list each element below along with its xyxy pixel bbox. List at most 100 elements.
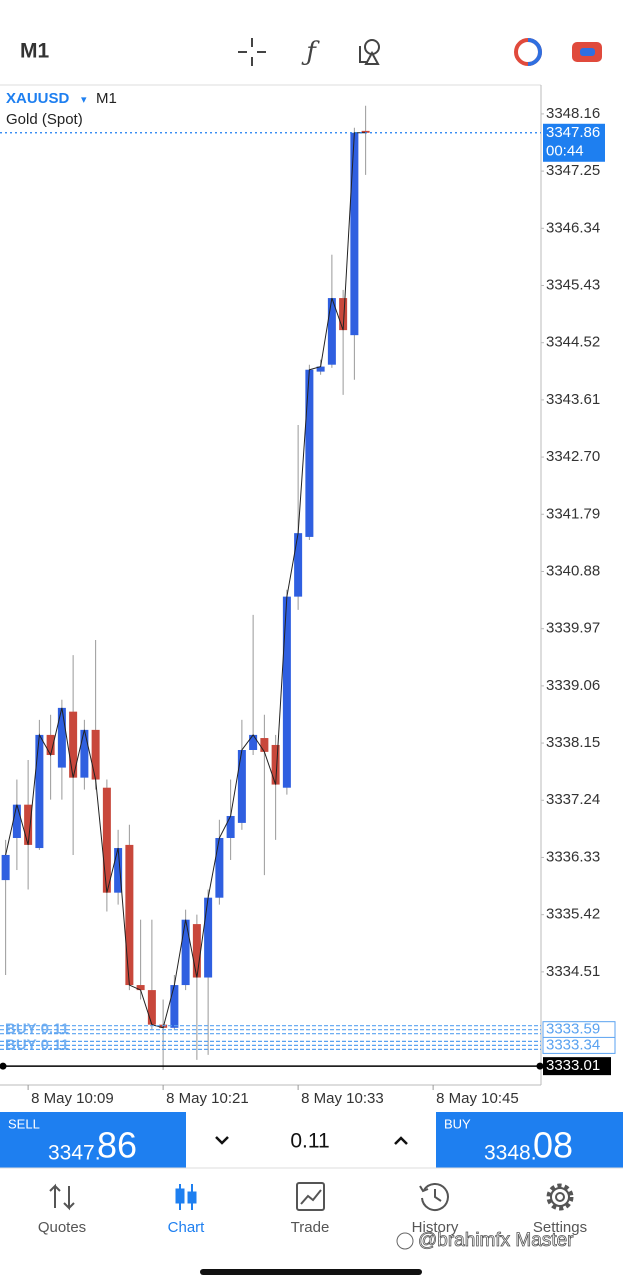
candle-body bbox=[350, 132, 359, 336]
history-icon[interactable] bbox=[419, 1183, 449, 1211]
candle-body bbox=[69, 711, 78, 778]
candle-body bbox=[271, 744, 280, 785]
candle-body bbox=[204, 897, 213, 978]
candle-body bbox=[91, 729, 100, 780]
candle-body bbox=[125, 844, 134, 986]
bid-price: 3347.86 bbox=[546, 124, 600, 141]
candle-body bbox=[192, 924, 201, 978]
candle-body bbox=[237, 749, 246, 823]
sell-button[interactable] bbox=[0, 1112, 186, 1168]
y-tick-label: 3335.42 bbox=[546, 906, 600, 923]
candle-body bbox=[147, 990, 156, 1025]
watermark: @brahimfx Master bbox=[418, 1230, 574, 1251]
y-tick-label: 3339.97 bbox=[546, 620, 600, 637]
y-tick-label: 3346.34 bbox=[546, 219, 600, 236]
tab-label[interactable]: Trade bbox=[291, 1219, 330, 1236]
y-tick-label: 3344.52 bbox=[546, 334, 600, 351]
settings-icon[interactable] bbox=[546, 1183, 574, 1211]
y-tick-label: 3339.06 bbox=[546, 677, 600, 694]
volume-up[interactable] bbox=[394, 1136, 408, 1145]
tab-bar: Quotes Chart Trade History Settings bbox=[38, 1219, 587, 1236]
candle-body bbox=[327, 298, 336, 365]
y-tick-label: 3340.88 bbox=[546, 562, 600, 579]
y-tick-label: 3345.43 bbox=[546, 276, 600, 293]
timeframe-button[interactable]: M1 bbox=[20, 40, 49, 63]
volume-down[interactable] bbox=[215, 1136, 229, 1145]
buy-price-big: 08 bbox=[533, 1125, 573, 1166]
y-tick-label: 3337.24 bbox=[546, 791, 600, 808]
bid-timer: 00:44 bbox=[546, 143, 584, 160]
tab-label[interactable]: Settings bbox=[533, 1219, 587, 1236]
y-tick-label: 3343.61 bbox=[546, 391, 600, 408]
y-tick-label: 3341.79 bbox=[546, 505, 600, 522]
crosshair-icon[interactable] bbox=[238, 38, 266, 66]
candle-body bbox=[46, 734, 55, 756]
candle-body bbox=[316, 366, 325, 372]
trade-icon[interactable] bbox=[296, 1182, 325, 1211]
indicators-icon[interactable]: ƒ bbox=[301, 37, 320, 67]
watermark-logo bbox=[395, 1231, 415, 1251]
candle-body bbox=[215, 837, 224, 898]
y-tick-label: 3348.16 bbox=[546, 105, 600, 122]
symbol[interactable]: XAUUSD bbox=[6, 90, 70, 107]
plot: 3348.16 3347.25 3346.34 3345.43 3344.52 3343.… bbox=[0, 105, 616, 1107]
candle-body bbox=[170, 985, 179, 1028]
bid-label-box bbox=[543, 123, 605, 162]
sell-label: SELL bbox=[8, 1116, 40, 1131]
candle-body bbox=[35, 734, 44, 849]
candle-body bbox=[114, 848, 123, 893]
candle-body bbox=[181, 919, 190, 986]
candle-body bbox=[24, 804, 33, 845]
y-tick-label: 3334.51 bbox=[546, 963, 600, 980]
buy-label: BUY bbox=[444, 1116, 471, 1131]
y-tick-label: 3338.15 bbox=[546, 734, 600, 751]
sell-price-main: 3347. bbox=[48, 1142, 101, 1165]
sell-price-big: 86 bbox=[97, 1125, 137, 1166]
quotes-icon[interactable] bbox=[49, 1183, 75, 1211]
y-tick-label: 3342.70 bbox=[546, 448, 600, 465]
tab-label[interactable]: Chart bbox=[168, 1219, 206, 1236]
symbol-description: Gold (Spot) bbox=[6, 111, 83, 128]
buy-button[interactable] bbox=[436, 1112, 623, 1168]
x-tick-label: 8 May 10:21 bbox=[166, 1090, 249, 1107]
x-tick-label: 8 May 10:45 bbox=[436, 1090, 519, 1107]
home-indicator bbox=[200, 1269, 422, 1275]
buy-price-main: 3348. bbox=[484, 1142, 537, 1165]
y-tick-label: 3336.33 bbox=[546, 848, 600, 865]
candle-body bbox=[282, 596, 291, 788]
tab-label[interactable]: Quotes bbox=[38, 1219, 86, 1236]
x-tick-label: 8 May 10:33 bbox=[301, 1090, 384, 1107]
candle-body bbox=[226, 815, 235, 838]
candle-body bbox=[249, 734, 258, 750]
order-price: 3333.34 bbox=[546, 1036, 600, 1053]
candle-body bbox=[57, 707, 66, 768]
order-price-box bbox=[542, 1036, 616, 1054]
candle-body bbox=[339, 298, 348, 331]
close-line bbox=[5, 132, 366, 1029]
candle-body bbox=[136, 985, 145, 991]
candle-body bbox=[260, 738, 269, 752]
trade-mode-icon[interactable] bbox=[514, 38, 542, 66]
one-click-icon[interactable] bbox=[572, 42, 602, 62]
symbol-arrow[interactable]: ▾ bbox=[81, 94, 87, 106]
candle-body bbox=[102, 787, 111, 893]
candle-body bbox=[80, 729, 89, 778]
order-label[interactable]: BUY 0.11 bbox=[5, 1021, 69, 1038]
candle-body bbox=[12, 804, 21, 838]
candle-body bbox=[1, 854, 10, 881]
objects-icon[interactable] bbox=[359, 39, 380, 65]
order-price: 3333.59 bbox=[546, 1021, 600, 1038]
volume[interactable]: 0.11 bbox=[290, 1130, 329, 1153]
candle-body bbox=[294, 533, 303, 597]
candle-body bbox=[361, 130, 370, 133]
level-handle bbox=[536, 1062, 544, 1070]
chart-icon[interactable] bbox=[175, 1184, 197, 1210]
chart-timeframe: M1 bbox=[96, 90, 117, 107]
level-price: 3333.01 bbox=[546, 1057, 600, 1074]
tab-label[interactable]: History bbox=[412, 1219, 459, 1236]
level-handle bbox=[0, 1062, 7, 1070]
order-label[interactable]: BUY 0.11 bbox=[5, 1036, 69, 1053]
